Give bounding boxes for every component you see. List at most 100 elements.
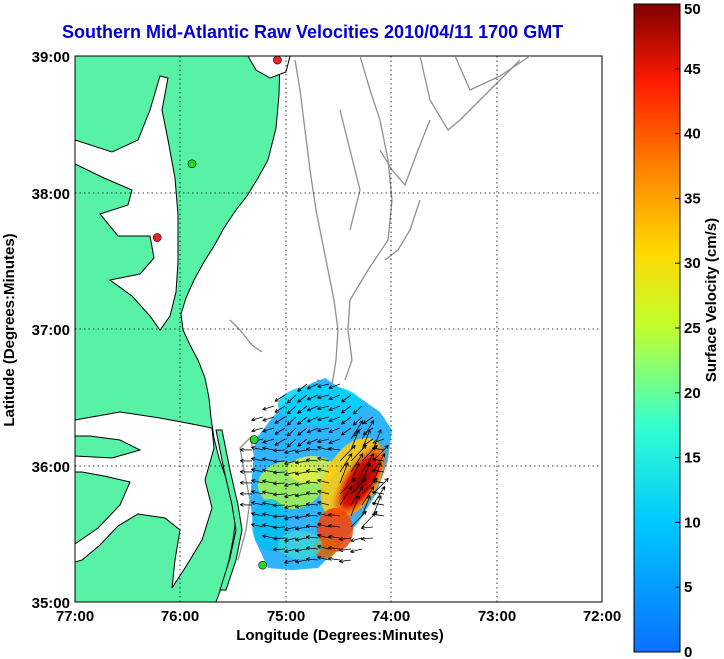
velocity-arrow xyxy=(317,438,330,444)
velocity-arrow xyxy=(294,460,308,465)
velocity-arrow xyxy=(371,457,385,462)
velocity-arrow xyxy=(350,510,367,528)
velocity-arrow xyxy=(272,459,286,464)
velocity-arrow xyxy=(305,480,319,485)
velocity-arrow xyxy=(327,534,341,539)
colorbar-tick-label: 5 xyxy=(684,579,692,596)
velocity-arrow xyxy=(328,405,341,412)
velocity-arrow xyxy=(284,537,297,543)
velocity-arrow xyxy=(251,427,264,433)
velocity-arrow xyxy=(272,547,286,552)
velocity-arrow xyxy=(306,405,319,412)
velocity-arrow xyxy=(272,481,286,486)
grid-lines xyxy=(75,56,602,602)
x-tick-label: 75:00 xyxy=(267,608,305,625)
x-tick-label: 74:00 xyxy=(372,608,410,625)
velocity-arrow xyxy=(305,447,319,452)
velocity-arrow xyxy=(317,383,330,389)
velocity-arrow xyxy=(294,526,308,531)
velocity-arrow xyxy=(361,453,375,473)
velocity-arrow xyxy=(294,515,308,520)
velocity-arrow xyxy=(306,416,319,423)
colorbar-scale xyxy=(633,3,681,653)
x-tick-label: 73:00 xyxy=(478,608,516,625)
velocity-arrow xyxy=(251,479,264,484)
colorbar-tick-label: 15 xyxy=(684,450,701,467)
velocity-arrow xyxy=(262,405,275,411)
velocity-arrow xyxy=(294,548,308,553)
velocity-arrow xyxy=(305,557,319,562)
velocity-arrow xyxy=(350,420,364,440)
velocity-arrow xyxy=(294,449,308,454)
y-tick-label: 35:00 xyxy=(32,595,70,612)
velocity-arrow xyxy=(284,515,297,521)
colorbar-tick-label: 30 xyxy=(684,255,701,272)
velocity-arrow xyxy=(352,405,363,415)
velocity-arrow xyxy=(297,438,308,447)
pamlico-sound xyxy=(75,411,215,589)
velocity-arrow xyxy=(361,486,375,506)
velocity-arrow xyxy=(361,477,378,495)
velocity-arrow xyxy=(294,493,308,498)
velocity-arrow xyxy=(286,438,297,448)
velocity-arrow xyxy=(261,534,275,539)
velocity-arrow xyxy=(272,470,286,475)
velocity-arrow xyxy=(317,394,330,400)
velocity-arrow xyxy=(317,456,330,462)
velocity-arrow xyxy=(261,512,275,517)
velocity-arrow xyxy=(294,537,308,542)
velocity-arrow xyxy=(251,416,264,422)
velocity-arrow xyxy=(361,444,378,462)
velocity-arrow xyxy=(362,416,374,425)
velocity-arrow xyxy=(239,458,253,463)
velocity-arrow xyxy=(306,427,319,434)
velocity-arrow xyxy=(317,416,330,422)
velocity-arrow xyxy=(350,548,363,554)
velocity-arrow xyxy=(251,512,264,517)
velocity-arrow xyxy=(317,544,330,550)
velocity-arrow xyxy=(352,416,363,426)
velocity-vectors xyxy=(239,383,389,565)
station-marker xyxy=(152,233,162,242)
velocity-arrow xyxy=(305,502,319,507)
velocity-arrow xyxy=(261,490,275,495)
x-tick-label: 76:00 xyxy=(161,608,199,625)
velocity-arrow xyxy=(339,444,356,462)
velocity-arrow xyxy=(274,405,286,413)
colorbar-tick-label: 40 xyxy=(684,126,701,143)
colorbar-tick-label: 0 xyxy=(684,644,692,659)
y-tick-label: 36:00 xyxy=(32,459,70,476)
velocity-arrow xyxy=(361,420,375,440)
y-tick-label: 39:00 xyxy=(32,49,70,66)
velocity-arrow xyxy=(327,512,341,517)
velocity-arrow xyxy=(350,477,367,495)
velocity-arrow xyxy=(239,447,253,452)
velocity-arrow xyxy=(251,457,264,462)
x-axis: 77:00 76:00 75:00 74:00 73:00 72:00 xyxy=(56,608,621,625)
velocity-arrow xyxy=(261,501,275,506)
velocity-arrow xyxy=(339,453,353,473)
velocity-arrow xyxy=(360,536,374,541)
velocity-arrow xyxy=(262,427,275,433)
velocity-arrow xyxy=(261,468,275,473)
velocity-arrow xyxy=(306,394,319,401)
velocity-arrow xyxy=(251,501,264,506)
velocity-arrow xyxy=(239,469,253,474)
velocity-arrow xyxy=(317,445,330,451)
velocity-arrow xyxy=(274,438,286,446)
velocity-arrow xyxy=(371,490,385,495)
velocity-arrow xyxy=(305,469,319,474)
velocity-arrow xyxy=(251,490,264,495)
station-marker xyxy=(187,159,197,169)
velocity-arrow xyxy=(317,555,330,561)
velocity-arrow xyxy=(340,416,352,425)
colorbar-label: Surface Velocity (cm/s) xyxy=(703,218,720,382)
colorbar-tick-label: 25 xyxy=(684,320,701,337)
velocity-arrow xyxy=(297,405,308,414)
velocity-arrow xyxy=(274,427,286,435)
velocity-arrow xyxy=(338,537,352,542)
velocity-arrow xyxy=(338,548,352,553)
velocity-arrow xyxy=(297,383,308,392)
